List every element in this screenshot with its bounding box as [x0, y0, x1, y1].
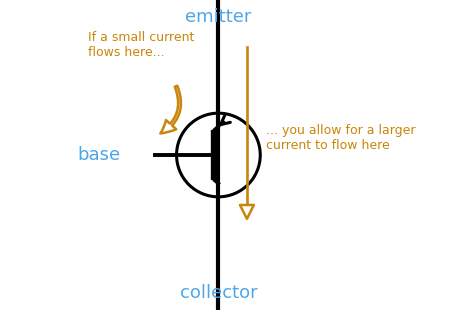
Text: emitter: emitter	[185, 8, 252, 26]
Text: collector: collector	[180, 284, 257, 302]
Text: If a small current
flows here...: If a small current flows here...	[88, 31, 194, 59]
Text: base: base	[77, 146, 120, 164]
Text: ... you allow for a larger
current to flow here: ... you allow for a larger current to fl…	[266, 124, 416, 152]
